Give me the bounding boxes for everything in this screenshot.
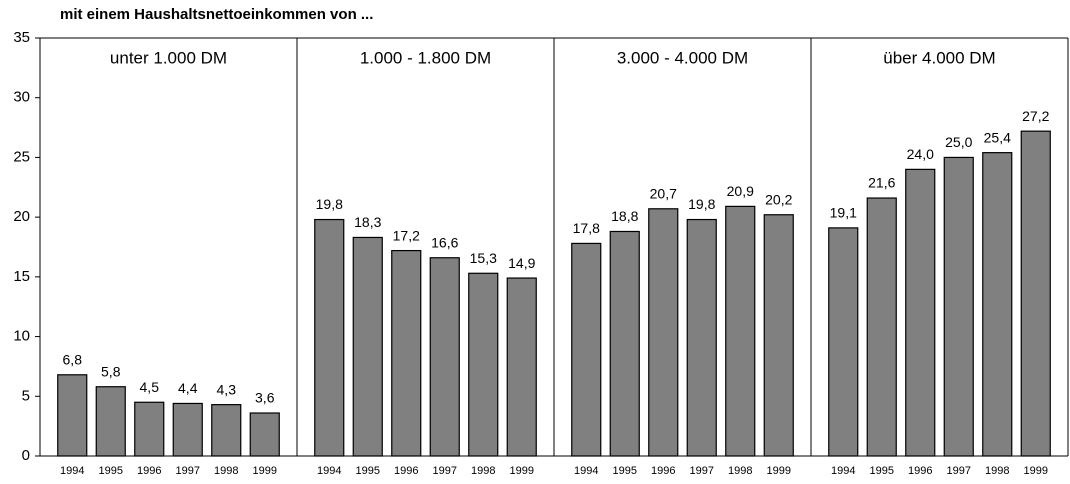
group-label: unter 1.000 DM: [110, 48, 227, 67]
bar: [828, 227, 859, 457]
y-tick-label: 0: [22, 447, 30, 464]
bar: [506, 277, 537, 457]
value-label: 25,4: [984, 129, 1011, 145]
value-label: 4,3: [217, 381, 237, 397]
bar: [866, 197, 897, 457]
x-tick-label: 1999: [1024, 465, 1048, 477]
x-tick-label: 1998: [985, 465, 1009, 477]
bar: [57, 374, 88, 457]
x-tick-label: 1995: [356, 465, 380, 477]
group-label: über 4.000 DM: [883, 48, 995, 67]
value-label: 5,8: [101, 363, 121, 379]
value-label: 16,6: [431, 234, 458, 250]
x-tick-label: 1994: [831, 465, 855, 477]
value-label: 15,3: [470, 250, 497, 266]
bar: [249, 412, 280, 457]
bar: [429, 257, 460, 457]
bar: [725, 205, 756, 457]
x-tick-label: 1999: [767, 465, 791, 477]
x-tick-label: 1994: [60, 465, 84, 477]
bar: [763, 214, 794, 457]
value-label: 27,2: [1022, 108, 1049, 124]
value-label: 14,9: [508, 255, 535, 271]
bar: [95, 386, 126, 457]
x-tick-label: 1994: [317, 465, 341, 477]
group-label: 1.000 - 1.800 DM: [360, 48, 491, 67]
y-tick-label: 30: [13, 89, 30, 106]
value-label: 6,8: [63, 351, 83, 367]
x-tick-label: 1994: [574, 465, 598, 477]
y-tick-label: 20: [13, 208, 30, 225]
y-tick-label: 15: [13, 268, 30, 285]
value-label: 20,9: [727, 183, 754, 199]
value-label: 24,0: [907, 146, 934, 162]
x-tick-label: 1998: [728, 465, 752, 477]
value-label: 17,2: [393, 227, 420, 243]
bar: [314, 218, 345, 457]
y-tick-label: 25: [13, 148, 30, 165]
value-label: 19,1: [830, 205, 857, 221]
chart-title: mit einem Haushaltsnettoeinkommen von ..…: [60, 6, 373, 23]
y-tick-label: 35: [13, 29, 30, 46]
x-tick-label: 1995: [99, 465, 123, 477]
x-tick-label: 1998: [214, 465, 238, 477]
x-tick-label: 1999: [253, 465, 277, 477]
value-label: 21,6: [868, 175, 895, 191]
bar: [943, 156, 974, 457]
value-label: 20,7: [650, 185, 677, 201]
x-tick-label: 1995: [613, 465, 637, 477]
value-label: 18,3: [354, 214, 381, 230]
x-tick-label: 1996: [137, 465, 161, 477]
bar: [172, 402, 203, 457]
bar: [211, 404, 242, 457]
bar: [468, 272, 499, 457]
bar: [391, 249, 422, 457]
bar: [352, 236, 383, 457]
value-label: 4,5: [140, 379, 160, 395]
value-label: 3,6: [255, 390, 275, 406]
value-label: 25,0: [945, 134, 972, 150]
x-tick-label: 1997: [176, 465, 200, 477]
bar: [609, 230, 640, 457]
y-tick-label: 5: [22, 387, 30, 404]
value-label: 19,8: [316, 196, 343, 212]
x-tick-label: 1997: [433, 465, 457, 477]
bar: [686, 218, 717, 457]
y-tick-label: 10: [13, 328, 30, 345]
value-label: 19,8: [688, 196, 715, 212]
value-label: 20,2: [765, 191, 792, 207]
bar: [982, 152, 1013, 457]
x-tick-label: 1996: [651, 465, 675, 477]
x-tick-label: 1997: [690, 465, 714, 477]
group-label: 3.000 - 4.000 DM: [617, 48, 748, 67]
bar: [1020, 130, 1051, 457]
x-tick-label: 1998: [471, 465, 495, 477]
bar: [134, 401, 165, 457]
x-tick-label: 1995: [870, 465, 894, 477]
bar: [571, 242, 602, 457]
x-tick-label: 1999: [510, 465, 534, 477]
x-tick-label: 1996: [908, 465, 932, 477]
bar: [905, 168, 936, 457]
value-label: 17,8: [573, 220, 600, 236]
x-tick-label: 1996: [394, 465, 418, 477]
value-label: 18,8: [611, 208, 638, 224]
value-label: 4,4: [178, 380, 198, 396]
bar: [648, 208, 679, 457]
x-tick-label: 1997: [947, 465, 971, 477]
